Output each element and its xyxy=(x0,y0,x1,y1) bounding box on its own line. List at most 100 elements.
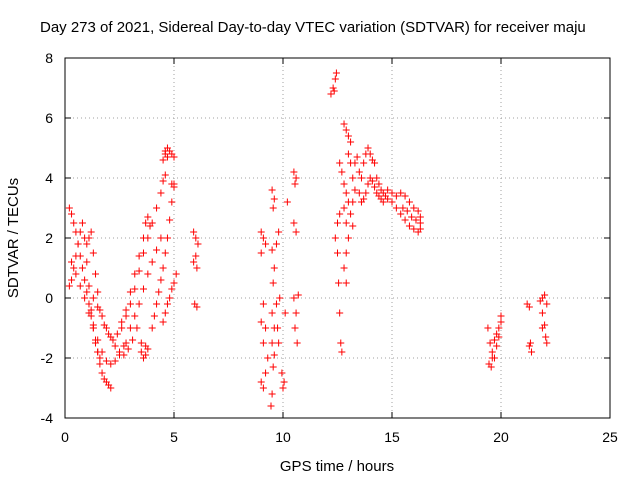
data-point xyxy=(135,267,143,275)
data-point xyxy=(259,234,267,242)
data-point xyxy=(81,276,89,284)
data-point xyxy=(272,240,280,248)
data-point xyxy=(168,198,176,206)
data-point xyxy=(98,369,106,377)
data-point xyxy=(344,150,352,158)
data-point xyxy=(120,351,128,359)
data-point xyxy=(416,213,424,221)
data-point xyxy=(495,324,503,332)
data-point xyxy=(259,339,267,347)
data-point xyxy=(87,228,95,236)
data-point xyxy=(401,216,409,224)
data-point xyxy=(332,69,340,77)
data-point xyxy=(65,204,73,212)
data-point xyxy=(262,324,270,332)
data-point xyxy=(384,186,392,194)
x-tick-label: 20 xyxy=(493,429,509,445)
data-point xyxy=(272,300,280,308)
data-point xyxy=(353,153,361,161)
data-point xyxy=(488,348,496,356)
data-point xyxy=(170,153,178,161)
data-point xyxy=(347,138,355,146)
data-point xyxy=(268,390,276,398)
data-point xyxy=(68,210,76,218)
data-point xyxy=(268,309,276,317)
y-tick-label: -4 xyxy=(41,410,54,426)
data-point xyxy=(497,318,505,326)
x-axis-label: GPS time / hours xyxy=(280,458,394,475)
data-point xyxy=(290,219,298,227)
data-point xyxy=(360,159,368,167)
data-point xyxy=(392,192,400,200)
data-point xyxy=(485,360,493,368)
data-point xyxy=(337,339,345,347)
data-point xyxy=(85,282,93,290)
data-point xyxy=(190,228,198,236)
y-tick-label: 8 xyxy=(45,50,53,66)
data-point xyxy=(159,318,167,326)
data-point xyxy=(275,339,283,347)
data-point xyxy=(193,303,201,311)
data-point xyxy=(161,309,169,317)
data-point xyxy=(373,174,381,182)
data-point xyxy=(279,384,287,392)
data-point xyxy=(269,363,277,371)
data-point xyxy=(349,222,357,230)
data-point xyxy=(355,168,363,176)
data-point xyxy=(293,339,301,347)
data-point xyxy=(142,219,150,227)
x-tick-label: 25 xyxy=(602,429,618,445)
data-point xyxy=(76,282,84,290)
data-point xyxy=(153,300,161,308)
data-point xyxy=(291,324,299,332)
data-point xyxy=(135,252,143,260)
data-point xyxy=(340,120,348,128)
data-point xyxy=(98,312,106,320)
data-point xyxy=(342,249,350,257)
data-point xyxy=(484,324,492,332)
data-point xyxy=(344,234,352,242)
data-point xyxy=(68,276,76,284)
data-point xyxy=(270,195,278,203)
data-point xyxy=(355,189,363,197)
data-point xyxy=(124,345,132,353)
data-point xyxy=(412,216,420,224)
data-point xyxy=(131,285,139,293)
data-point xyxy=(78,219,86,227)
data-point xyxy=(78,264,86,272)
data-point xyxy=(161,249,169,257)
data-point xyxy=(81,294,89,302)
data-point xyxy=(107,333,115,341)
data-point xyxy=(257,378,265,386)
data-point xyxy=(153,246,161,254)
data-point xyxy=(142,342,150,350)
data-point xyxy=(159,177,167,185)
data-point xyxy=(276,294,284,302)
data-point xyxy=(83,258,91,266)
data-point xyxy=(139,285,147,293)
data-point xyxy=(102,357,110,365)
data-point xyxy=(76,228,84,236)
data-point xyxy=(122,339,130,347)
data-point xyxy=(362,189,370,197)
data-point xyxy=(268,246,276,254)
data-point xyxy=(89,249,97,257)
data-point xyxy=(85,234,93,242)
data-point xyxy=(403,207,411,215)
data-point xyxy=(351,186,359,194)
data-point xyxy=(70,264,78,272)
y-tick-label: 4 xyxy=(45,170,53,186)
data-point xyxy=(155,288,163,296)
data-point xyxy=(122,306,130,314)
data-point xyxy=(148,258,156,266)
data-point xyxy=(139,234,147,242)
data-point xyxy=(89,294,97,302)
data-point xyxy=(131,270,139,278)
data-point xyxy=(111,357,119,365)
data-point xyxy=(159,264,167,272)
data-point xyxy=(526,339,534,347)
data-point xyxy=(331,234,339,242)
data-point xyxy=(113,330,121,338)
data-point xyxy=(83,288,91,296)
data-point xyxy=(368,177,376,185)
